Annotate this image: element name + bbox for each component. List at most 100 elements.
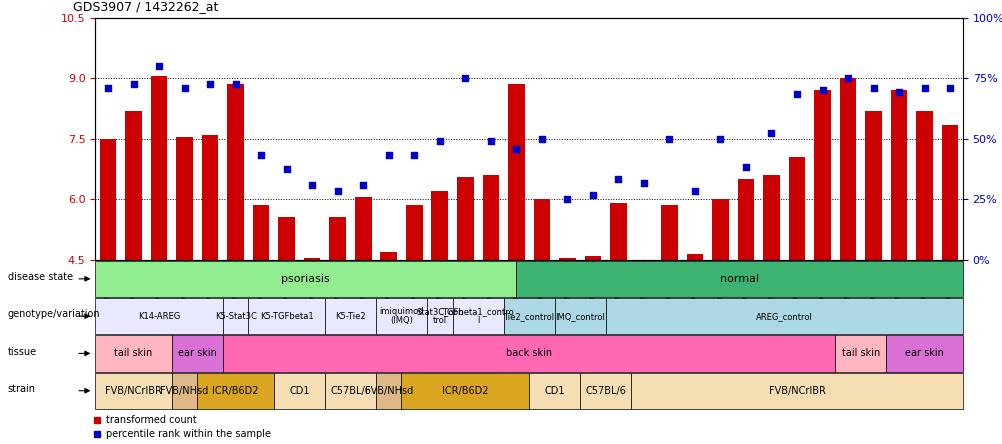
Text: back skin: back skin bbox=[506, 349, 551, 358]
Text: transformed count: transformed count bbox=[106, 415, 196, 425]
Point bbox=[304, 182, 320, 189]
Bar bbox=[95, 373, 171, 409]
Point bbox=[176, 85, 192, 92]
Point bbox=[227, 81, 243, 88]
Text: GDS3907 / 1432262_at: GDS3907 / 1432262_at bbox=[73, 0, 217, 13]
Bar bbox=[431, 191, 448, 260]
Text: FVB/NCrIBR: FVB/NCrIBR bbox=[768, 386, 825, 396]
Bar bbox=[865, 111, 881, 260]
Bar bbox=[376, 373, 401, 409]
Point bbox=[686, 188, 702, 195]
Bar bbox=[125, 111, 141, 260]
Bar bbox=[248, 298, 325, 334]
Text: IMQ_control: IMQ_control bbox=[555, 312, 604, 321]
Bar bbox=[355, 197, 371, 260]
Bar bbox=[516, 261, 962, 297]
Text: K5-Tie2: K5-Tie2 bbox=[335, 312, 366, 321]
Bar bbox=[916, 111, 932, 260]
Point bbox=[711, 135, 727, 143]
Text: percentile rank within the sample: percentile rank within the sample bbox=[106, 429, 271, 439]
Bar bbox=[605, 298, 962, 334]
Bar bbox=[222, 335, 835, 372]
Bar bbox=[197, 373, 274, 409]
Point bbox=[559, 196, 575, 203]
Point bbox=[151, 63, 167, 70]
Point bbox=[381, 151, 397, 159]
Point bbox=[610, 175, 626, 182]
Bar bbox=[660, 205, 677, 260]
Point bbox=[253, 151, 269, 159]
Point bbox=[100, 85, 116, 92]
Text: psoriasis: psoriasis bbox=[282, 274, 330, 284]
Bar bbox=[788, 157, 805, 260]
Bar bbox=[406, 205, 422, 260]
Bar bbox=[95, 298, 222, 334]
Point bbox=[125, 81, 141, 88]
Bar bbox=[171, 335, 222, 372]
Point bbox=[941, 85, 957, 92]
Text: CD1: CD1 bbox=[289, 386, 310, 396]
Text: ICR/B6D2: ICR/B6D2 bbox=[212, 386, 259, 396]
Text: TGFbeta1_contro
l: TGFbeta1_contro l bbox=[442, 307, 513, 325]
Point bbox=[431, 137, 447, 144]
Bar bbox=[584, 256, 600, 260]
Point bbox=[660, 135, 676, 143]
Text: FVB/NHsd: FVB/NHsd bbox=[365, 386, 413, 396]
Point bbox=[916, 85, 932, 92]
Point bbox=[330, 188, 346, 195]
Bar bbox=[941, 125, 958, 260]
Bar bbox=[508, 84, 524, 260]
Point bbox=[763, 129, 779, 136]
Point bbox=[814, 87, 830, 94]
Text: C57BL/6: C57BL/6 bbox=[584, 386, 625, 396]
Bar bbox=[686, 254, 702, 260]
Bar bbox=[201, 135, 218, 260]
Text: ear skin: ear skin bbox=[177, 349, 216, 358]
Bar bbox=[452, 298, 503, 334]
Text: FVB/NHsd: FVB/NHsd bbox=[160, 386, 208, 396]
Text: genotype/variation: genotype/variation bbox=[8, 309, 100, 319]
Bar bbox=[814, 91, 830, 260]
Point bbox=[789, 91, 805, 98]
Bar bbox=[376, 298, 427, 334]
Point bbox=[355, 182, 371, 189]
Bar bbox=[150, 76, 167, 260]
Point bbox=[865, 85, 881, 92]
Bar bbox=[427, 298, 452, 334]
Bar bbox=[99, 139, 116, 260]
Text: disease state: disease state bbox=[8, 272, 73, 282]
Bar bbox=[609, 203, 626, 260]
Bar bbox=[329, 218, 346, 260]
Bar bbox=[325, 373, 376, 409]
Text: CD1: CD1 bbox=[544, 386, 564, 396]
Text: K5-Stat3C: K5-Stat3C bbox=[214, 312, 257, 321]
Bar bbox=[325, 298, 376, 334]
Bar bbox=[533, 199, 549, 260]
Bar bbox=[711, 199, 728, 260]
Bar bbox=[227, 84, 243, 260]
Point bbox=[635, 179, 651, 186]
Text: ear skin: ear skin bbox=[904, 349, 943, 358]
Text: tail skin: tail skin bbox=[114, 349, 152, 358]
Point bbox=[840, 75, 856, 82]
Text: tail skin: tail skin bbox=[841, 349, 879, 358]
Bar bbox=[274, 373, 325, 409]
Bar bbox=[304, 258, 321, 260]
Bar bbox=[222, 298, 248, 334]
Bar bbox=[380, 252, 397, 260]
Text: C57BL/6: C57BL/6 bbox=[330, 386, 371, 396]
Bar bbox=[253, 205, 270, 260]
Point bbox=[737, 163, 754, 170]
Point bbox=[457, 75, 473, 82]
Text: FVB/NCrIBR: FVB/NCrIBR bbox=[105, 386, 162, 396]
Point bbox=[279, 166, 295, 173]
Text: K5-TGFbeta1: K5-TGFbeta1 bbox=[260, 312, 314, 321]
Text: AREG_control: AREG_control bbox=[756, 312, 812, 321]
Bar bbox=[529, 373, 579, 409]
Text: Tie2_control: Tie2_control bbox=[503, 312, 554, 321]
Text: K14-AREG: K14-AREG bbox=[138, 312, 180, 321]
Point bbox=[890, 89, 906, 96]
Point bbox=[201, 81, 217, 88]
Point bbox=[584, 192, 600, 199]
Bar bbox=[736, 179, 754, 260]
